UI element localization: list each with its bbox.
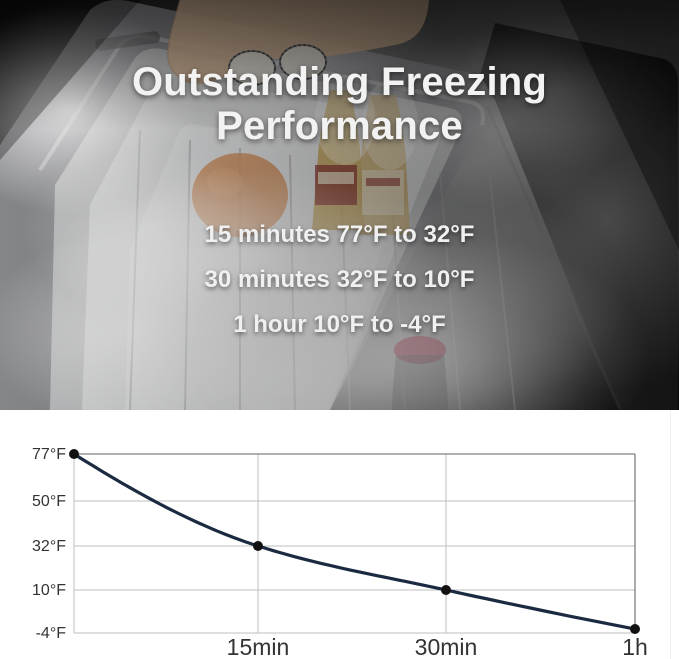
svg-text:-4°F: -4°F <box>36 625 67 642</box>
svg-text:15min: 15min <box>227 634 290 659</box>
svg-text:10°F: 10°F <box>32 582 66 599</box>
svg-text:32°F: 32°F <box>32 538 66 555</box>
svg-text:50°F: 50°F <box>32 493 66 510</box>
svg-text:30min: 30min <box>415 634 478 659</box>
svg-text:77°F: 77°F <box>32 446 66 463</box>
svg-text:1h: 1h <box>622 634 648 659</box>
